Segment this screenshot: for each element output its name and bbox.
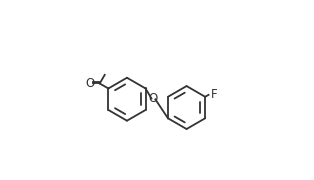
- Text: O: O: [85, 77, 95, 90]
- Text: O: O: [149, 92, 158, 105]
- Text: F: F: [211, 88, 217, 101]
